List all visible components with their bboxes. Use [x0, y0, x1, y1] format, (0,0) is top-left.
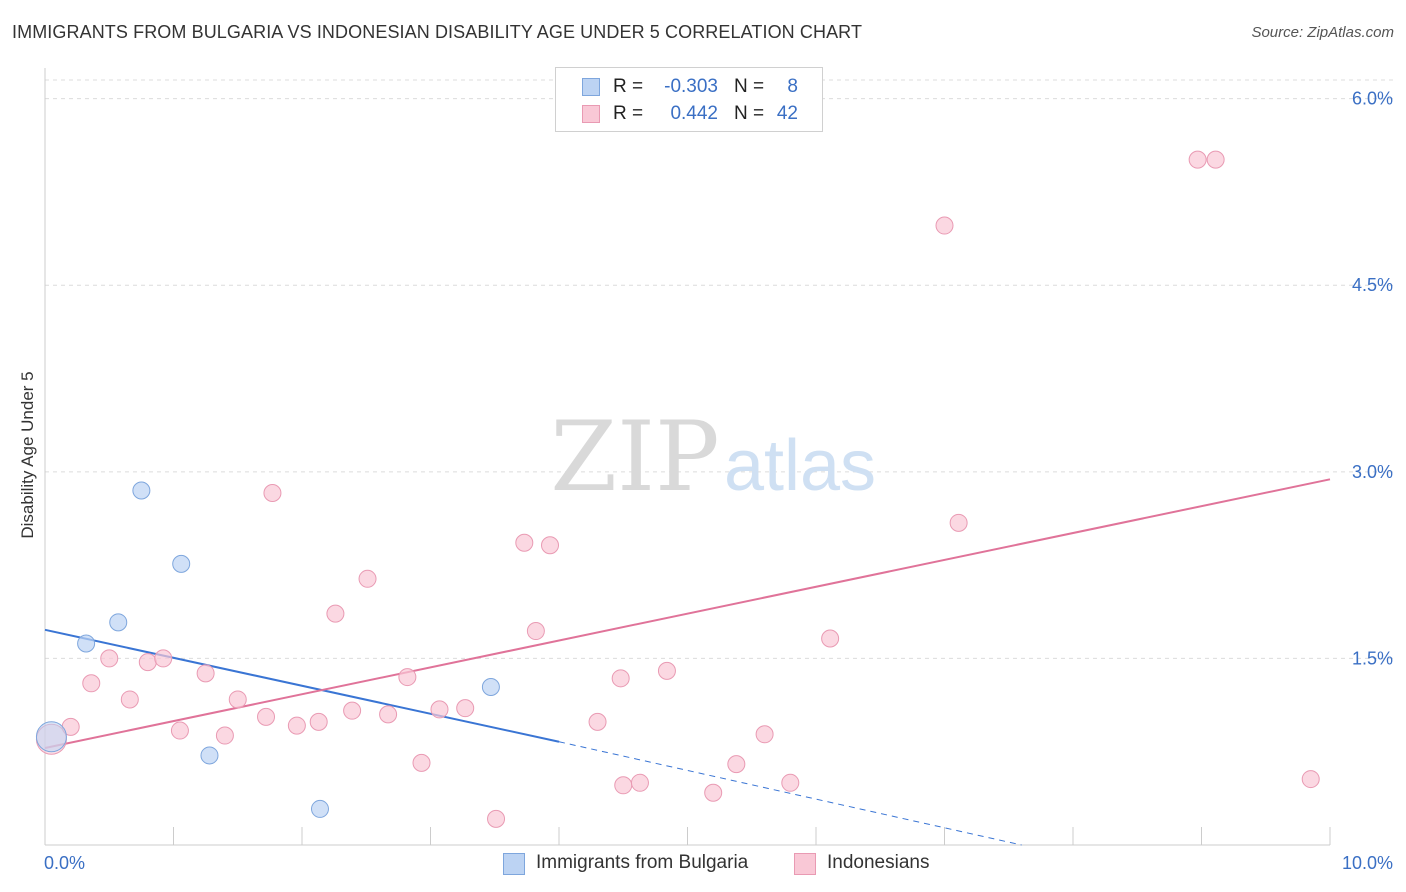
point-indonesians	[630, 773, 649, 792]
point-indonesians	[430, 700, 449, 719]
point-indonesians	[727, 755, 746, 774]
point-indonesians	[456, 699, 475, 718]
point-indonesians	[309, 712, 328, 731]
point-indonesians	[704, 783, 723, 802]
point-indonesians	[657, 661, 676, 680]
point-indonesians	[82, 674, 101, 693]
point-indonesians	[170, 721, 189, 740]
point-indonesians	[1301, 770, 1320, 789]
point-indonesians	[287, 716, 306, 735]
y-tick-label: 4.5%	[1352, 275, 1393, 295]
x-tick-label: 10.0%	[1342, 853, 1393, 873]
legend-r-value: 0.442	[670, 103, 718, 124]
point-indonesians	[257, 707, 276, 726]
series-legend-label: Indonesians	[827, 852, 930, 873]
point-bulgaria	[77, 634, 96, 653]
point-indonesians	[949, 513, 968, 532]
point-indonesians	[1206, 150, 1225, 169]
y-axis-label: Disability Age Under 5	[18, 371, 37, 539]
point-indonesians	[100, 649, 119, 668]
chart-title: IMMIGRANTS FROM BULGARIA VS INDONESIAN D…	[12, 22, 863, 42]
legend-swatch-pink	[582, 105, 600, 123]
legend-n-label: N =	[734, 76, 765, 97]
y-tick-label: 6.0%	[1352, 89, 1393, 109]
trend-line-indonesians	[44, 478, 1331, 749]
trend-line-bulgaria-extension	[558, 741, 1022, 846]
legend-row-bulgaria: R = -0.303 N = 8	[556, 74, 822, 100]
point-indonesians	[781, 773, 800, 792]
point-indonesians	[120, 690, 139, 709]
tick-labels: 1.5% 3.0% 4.5% 6.0% 0.0% 10.0%	[44, 89, 1393, 873]
watermark: ZIP atlas	[550, 401, 876, 513]
legend-r-label: R =	[613, 103, 644, 124]
axes	[44, 68, 1331, 846]
point-indonesians	[215, 726, 234, 745]
point-indonesians	[526, 622, 545, 641]
point-bulgaria	[132, 481, 151, 500]
trend-lines	[44, 478, 1331, 846]
point-indonesians	[611, 669, 630, 688]
point-indonesians	[398, 668, 417, 687]
point-indonesians	[263, 483, 282, 502]
point-indonesians	[515, 533, 534, 552]
series-swatch-blue	[503, 853, 525, 875]
x-tick-label: 0.0%	[44, 853, 85, 873]
data-points	[35, 150, 1320, 828]
y-tick-label: 1.5%	[1352, 648, 1393, 668]
point-bulgaria	[35, 721, 67, 753]
point-indonesians	[138, 653, 157, 672]
point-indonesians	[358, 569, 377, 588]
point-indonesians	[614, 776, 633, 795]
point-indonesians	[588, 712, 607, 731]
series-legend-label: Immigrants from Bulgaria	[536, 852, 749, 873]
legend-swatch-blue	[582, 78, 600, 96]
point-bulgaria	[172, 554, 191, 573]
point-indonesians	[755, 725, 774, 744]
stats-legend: R = -0.303 N = 8 R = 0.442 N = 42	[555, 67, 823, 132]
point-indonesians	[541, 536, 560, 555]
point-indonesians	[228, 690, 247, 709]
legend-r-value: -0.303	[664, 76, 718, 97]
legend-n-value: 42	[776, 103, 798, 124]
point-bulgaria	[481, 678, 500, 697]
point-indonesians	[935, 216, 954, 235]
y-tick-label: 3.0%	[1352, 462, 1393, 482]
point-indonesians	[326, 604, 345, 623]
point-bulgaria	[200, 746, 219, 765]
point-indonesians	[196, 664, 215, 683]
series-swatch-pink	[794, 853, 816, 875]
watermark-zip: ZIP	[550, 401, 719, 513]
legend-row-indonesians: R = 0.442 N = 42	[556, 101, 822, 127]
point-indonesians	[343, 701, 362, 720]
point-indonesians	[1188, 150, 1207, 169]
legend-n-label: N =	[734, 103, 765, 124]
point-indonesians	[412, 753, 431, 772]
point-indonesians	[487, 809, 506, 828]
legend-n-value: 8	[787, 76, 798, 97]
point-indonesians	[821, 629, 840, 648]
legend-r-label: R =	[613, 76, 644, 97]
point-bulgaria	[109, 613, 128, 632]
point-indonesians	[154, 649, 173, 668]
trend-line-bulgaria	[44, 628, 560, 743]
source-credit: Source: ZipAtlas.com	[1251, 24, 1394, 41]
watermark-atlas: atlas	[724, 426, 876, 506]
point-indonesians	[379, 705, 398, 724]
point-bulgaria	[310, 799, 329, 818]
